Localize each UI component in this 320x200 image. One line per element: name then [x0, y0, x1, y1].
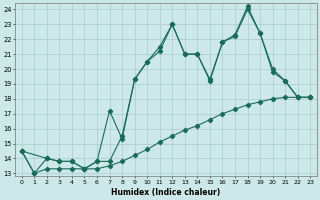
X-axis label: Humidex (Indice chaleur): Humidex (Indice chaleur) [111, 188, 220, 197]
